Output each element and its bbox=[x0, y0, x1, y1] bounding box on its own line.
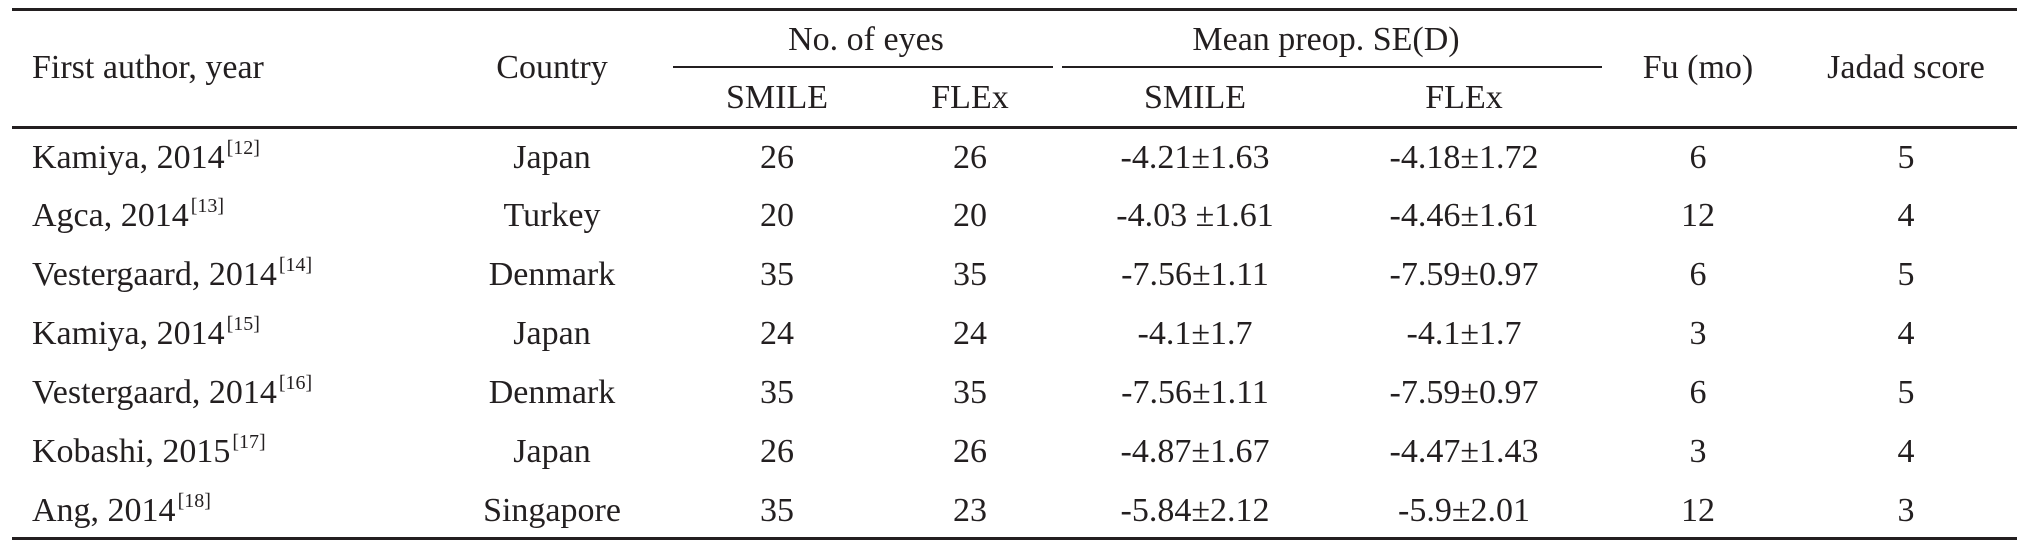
cell-author: Ang, 2014 [18] bbox=[32, 491, 211, 531]
cell-mean-smile: -4.1±1.7 bbox=[1137, 315, 1253, 352]
header-eyes-flex: FLEx bbox=[931, 79, 1009, 116]
cell-mean-smile: -4.87±1.67 bbox=[1120, 433, 1270, 470]
cell-eyes-smile: 24 bbox=[760, 315, 794, 352]
cell-country: Japan bbox=[513, 315, 591, 352]
cell-eyes-flex: 20 bbox=[953, 197, 987, 234]
cell-country: Turkey bbox=[503, 197, 601, 234]
eyes-group-rule bbox=[673, 66, 1053, 68]
cell-eyes-smile: 26 bbox=[760, 139, 794, 176]
cell-author: Kamiya, 2014 [15] bbox=[32, 314, 260, 354]
cell-eyes-flex: 26 bbox=[953, 139, 987, 176]
author-year: Vestergaard, 2014 bbox=[32, 256, 277, 293]
reference-number: [15] bbox=[226, 313, 260, 335]
cell-jadad: 5 bbox=[1897, 256, 1915, 293]
cell-eyes-flex: 26 bbox=[953, 433, 987, 470]
cell-mean-flex: -4.47±1.43 bbox=[1389, 433, 1539, 470]
reference-number: [13] bbox=[190, 195, 225, 217]
reference-number: [18] bbox=[177, 490, 211, 512]
cell-eyes-smile: 26 bbox=[760, 433, 794, 470]
table-top-rule bbox=[12, 8, 2017, 11]
cell-jadad: 4 bbox=[1897, 197, 1915, 234]
cell-fu: 3 bbox=[1689, 433, 1707, 470]
cell-fu: 12 bbox=[1681, 197, 1715, 234]
cell-eyes-smile: 35 bbox=[760, 256, 794, 293]
header-first-author: First author, year bbox=[32, 49, 264, 86]
cell-mean-flex: -7.59±0.97 bbox=[1389, 374, 1539, 411]
cell-mean-smile: -4.03 ±1.61 bbox=[1116, 197, 1274, 234]
cell-mean-flex: -7.59±0.97 bbox=[1389, 256, 1539, 293]
cell-country: Japan bbox=[513, 433, 591, 470]
cell-mean-flex: -4.18±1.72 bbox=[1389, 139, 1539, 176]
table-bottom-rule bbox=[12, 537, 2017, 540]
cell-author: Vestergaard, 2014 [16] bbox=[32, 373, 312, 413]
cell-author: Kobashi, 2015 [17] bbox=[32, 432, 266, 472]
header-bottom-rule bbox=[12, 126, 2017, 129]
cell-eyes-smile: 35 bbox=[760, 374, 794, 411]
cell-fu: 12 bbox=[1681, 492, 1715, 529]
header-eyes-smile: SMILE bbox=[726, 79, 828, 116]
cell-fu: 6 bbox=[1689, 139, 1707, 176]
reference-number: [12] bbox=[226, 137, 260, 159]
author-year: Kobashi, 2015 bbox=[32, 433, 231, 470]
cell-country: Denmark bbox=[488, 256, 616, 293]
cell-mean-flex: -4.46±1.61 bbox=[1389, 197, 1539, 234]
cell-author: Agca, 2014 [13] bbox=[32, 196, 224, 236]
header-mean-flex: FLEx bbox=[1425, 79, 1503, 116]
mean-group-rule bbox=[1062, 66, 1602, 68]
cell-mean-smile: -7.56±1.11 bbox=[1121, 256, 1269, 293]
cell-eyes-smile: 20 bbox=[760, 197, 794, 234]
cell-eyes-flex: 35 bbox=[953, 374, 987, 411]
cell-jadad: 3 bbox=[1897, 492, 1915, 529]
cell-mean-flex: -5.9±2.01 bbox=[1398, 492, 1530, 529]
author-year: Agca, 2014 bbox=[32, 197, 189, 234]
cell-eyes-smile: 35 bbox=[760, 492, 794, 529]
cell-jadad: 5 bbox=[1897, 374, 1915, 411]
cell-jadad: 5 bbox=[1897, 139, 1915, 176]
cell-author: Vestergaard, 2014 [14] bbox=[32, 255, 312, 295]
cell-country: Denmark bbox=[488, 374, 616, 411]
cell-eyes-flex: 23 bbox=[953, 492, 987, 529]
author-year: Vestergaard, 2014 bbox=[32, 374, 277, 411]
cell-fu: 6 bbox=[1689, 256, 1707, 293]
cell-mean-smile: -4.21±1.63 bbox=[1120, 139, 1270, 176]
author-year: Kamiya, 2014 bbox=[32, 315, 225, 352]
cell-mean-smile: -5.84±2.12 bbox=[1120, 492, 1270, 529]
cell-country: Singapore bbox=[483, 492, 621, 529]
author-year: Ang, 2014 bbox=[32, 492, 176, 529]
cell-jadad: 4 bbox=[1897, 433, 1915, 470]
cell-fu: 6 bbox=[1689, 374, 1707, 411]
header-jadad: Jadad score bbox=[1827, 49, 1985, 86]
header-mean-smile: SMILE bbox=[1144, 79, 1246, 116]
author-year: Kamiya, 2014 bbox=[32, 139, 225, 176]
reference-number: [14] bbox=[278, 254, 313, 276]
header-country: Country bbox=[496, 49, 608, 86]
cell-author: Kamiya, 2014 [12] bbox=[32, 138, 260, 178]
cell-eyes-flex: 24 bbox=[953, 315, 987, 352]
header-mean-group: Mean preop. SE(D) bbox=[1192, 21, 1460, 58]
cell-country: Japan bbox=[513, 139, 591, 176]
reference-number: [16] bbox=[278, 372, 313, 394]
cell-mean-flex: -4.1±1.7 bbox=[1406, 315, 1522, 352]
cell-eyes-flex: 35 bbox=[953, 256, 987, 293]
cell-mean-smile: -7.56±1.11 bbox=[1121, 374, 1269, 411]
cell-fu: 3 bbox=[1689, 315, 1707, 352]
header-fu: Fu (mo) bbox=[1642, 49, 1754, 86]
header-eyes-group: No. of eyes bbox=[788, 21, 944, 58]
reference-number: [17] bbox=[232, 431, 266, 453]
cell-jadad: 4 bbox=[1897, 315, 1915, 352]
